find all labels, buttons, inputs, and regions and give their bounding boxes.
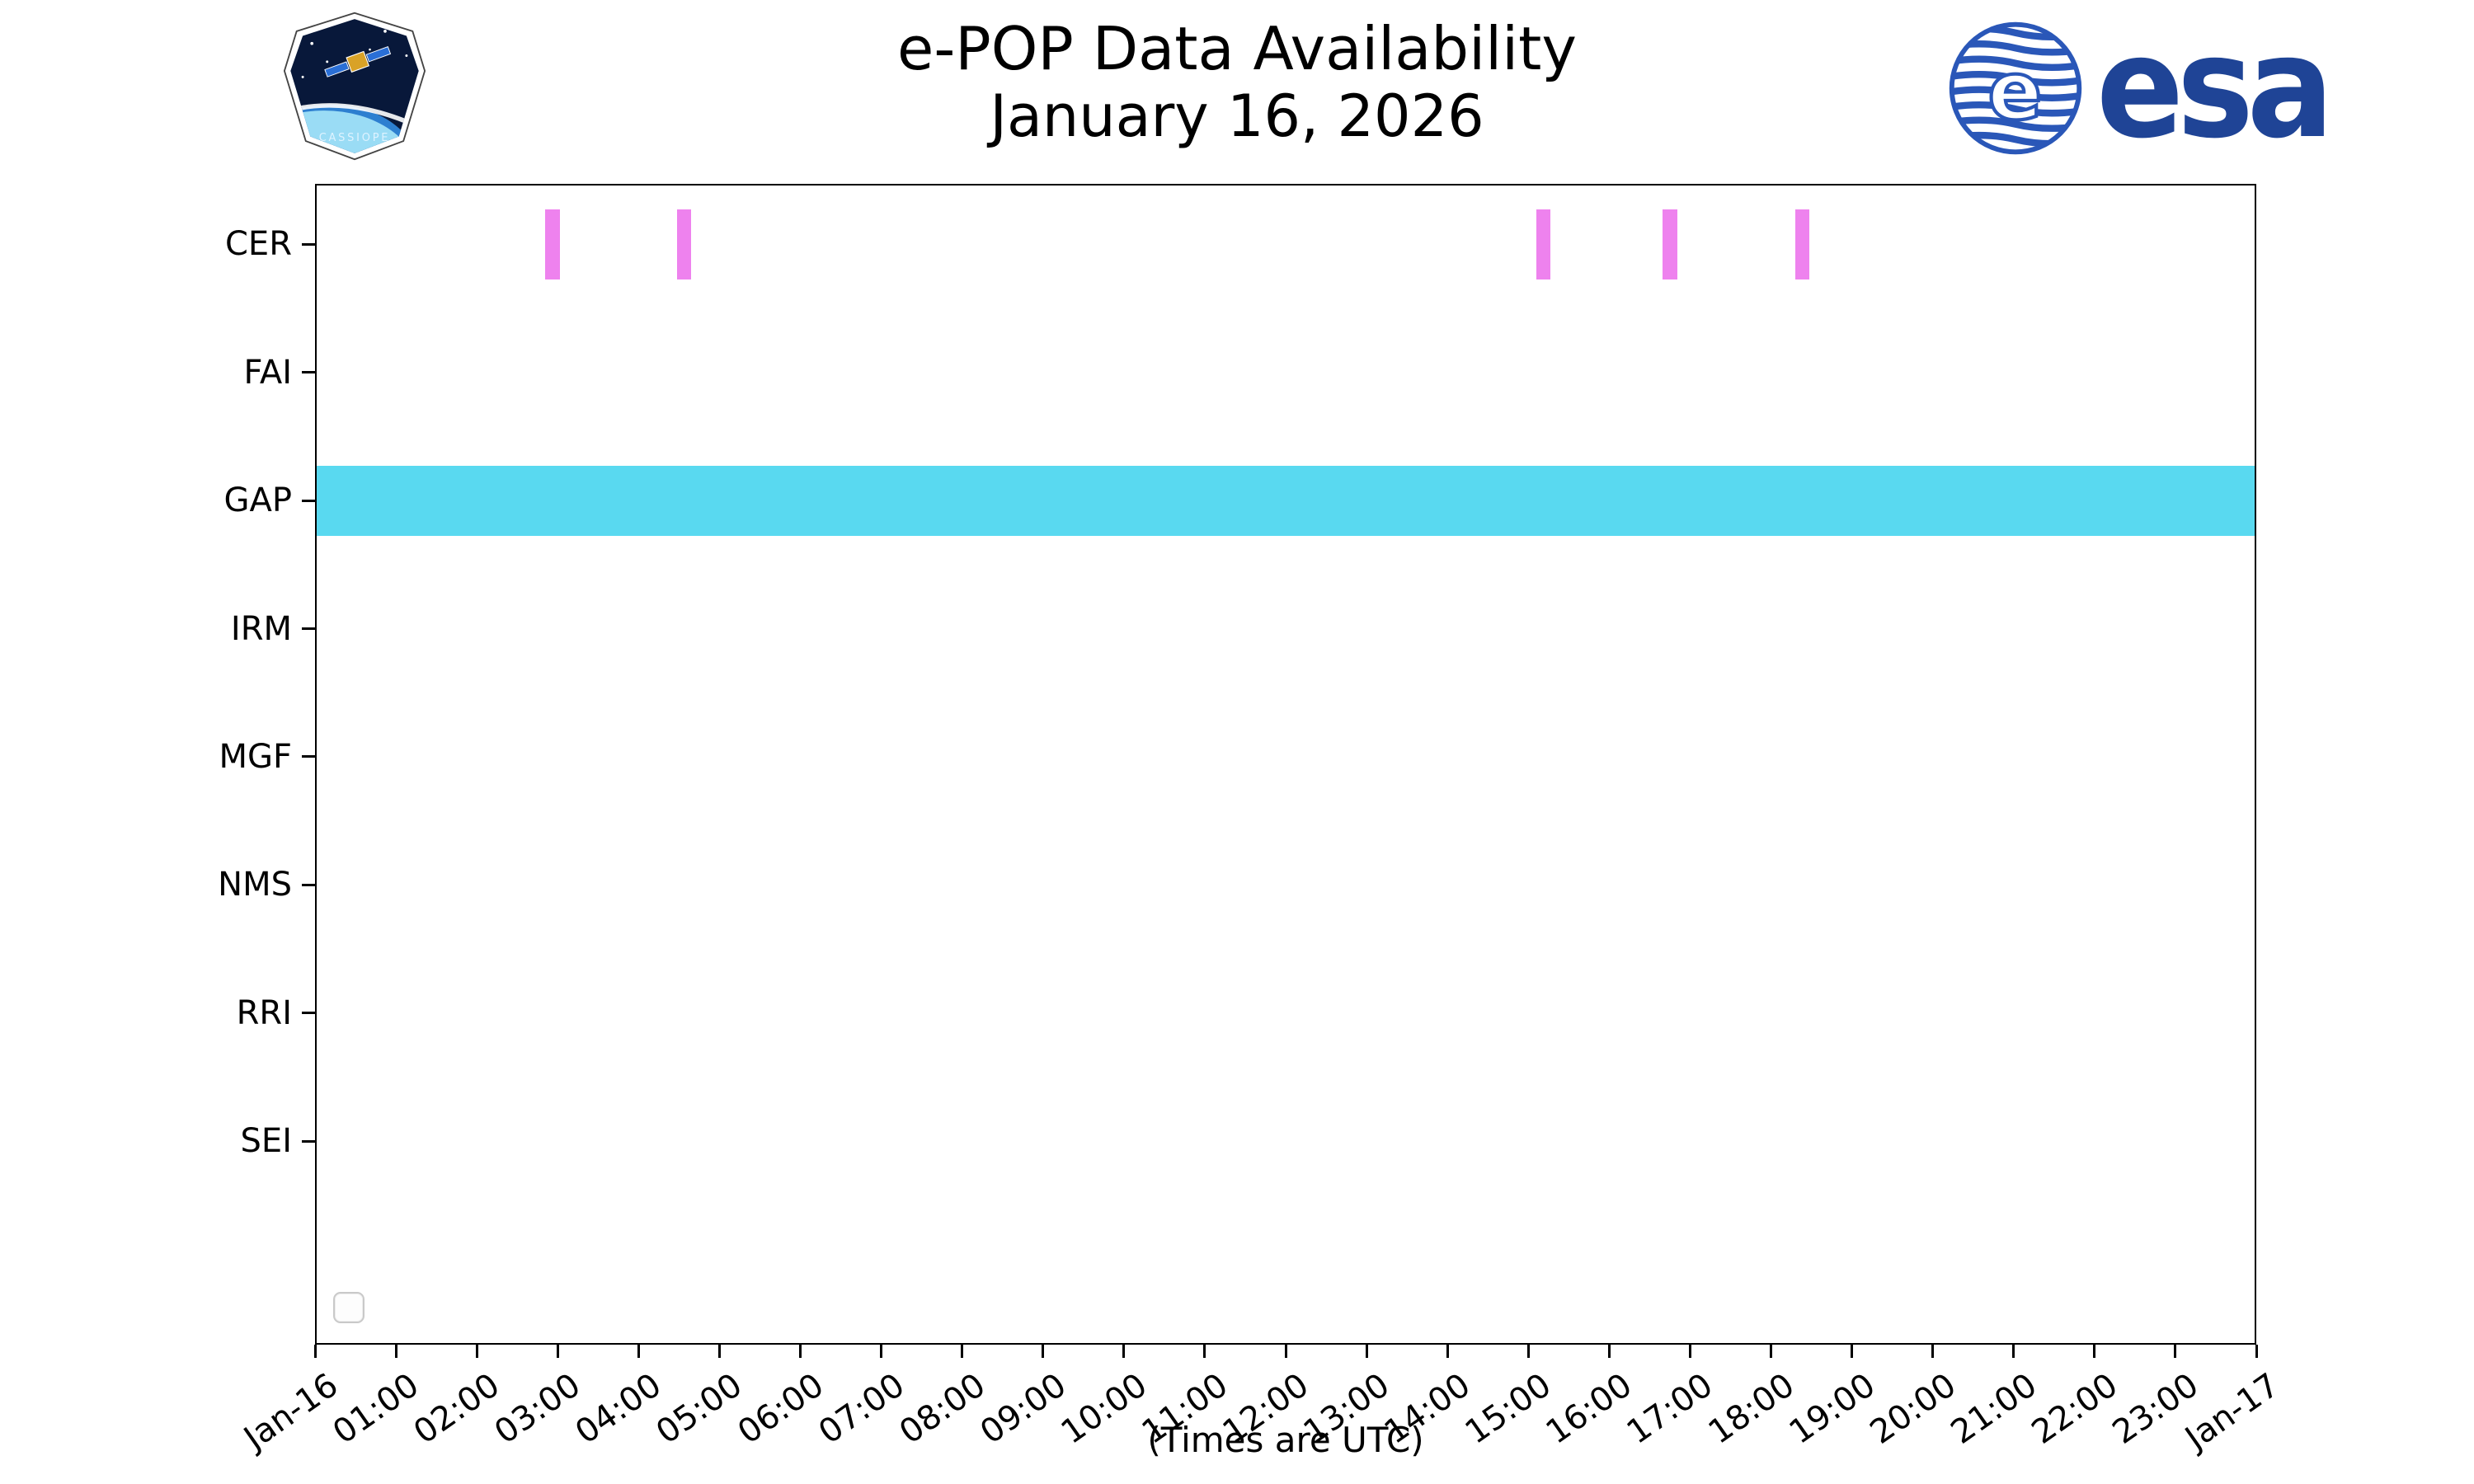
availability-bar-cer <box>545 209 560 279</box>
x-tick-mark <box>799 1345 802 1358</box>
x-tick-mark <box>1770 1345 1772 1358</box>
esa-logo: e esa <box>1946 18 2347 158</box>
legend-box <box>333 1292 365 1323</box>
cassiope-patch-label: CASSIOPE <box>319 132 390 144</box>
y-axis-label-fai: FAI <box>243 353 293 392</box>
x-tick-mark <box>1688 1345 1691 1358</box>
esa-globe-icon: e <box>1949 21 2082 155</box>
x-tick-mark <box>1851 1345 1854 1358</box>
x-tick-mark <box>961 1345 964 1358</box>
x-axis-label: (Times are UTC) <box>1147 1420 1424 1460</box>
availability-bar-cer <box>676 209 692 279</box>
y-axis-label-rri: RRI <box>236 993 292 1032</box>
availability-bar-cer <box>1536 209 1551 279</box>
y-axis-label-irm: IRM <box>230 609 292 648</box>
x-tick-mark <box>394 1345 397 1358</box>
x-tick-mark <box>1526 1345 1530 1358</box>
y-tick-mark <box>302 1139 315 1143</box>
x-tick-mark <box>2093 1345 2096 1358</box>
y-tick-mark <box>302 883 315 886</box>
y-axis-label-cer: CER <box>225 225 292 264</box>
x-tick-mark <box>637 1345 640 1358</box>
x-tick-mark <box>2012 1345 2015 1358</box>
x-tick-mark <box>313 1345 317 1358</box>
x-tick-mark <box>2174 1345 2177 1358</box>
x-tick-mark <box>556 1345 559 1358</box>
y-tick-mark <box>302 242 315 246</box>
x-tick-mark <box>1446 1345 1449 1358</box>
availability-bar-cer <box>1663 209 1677 279</box>
y-tick-mark <box>302 371 315 374</box>
x-tick-mark <box>1365 1345 1368 1358</box>
availability-bar-cer <box>1794 209 1810 279</box>
x-tick-mark <box>1042 1345 1045 1358</box>
page-subtitle: January 16, 2026 <box>990 82 1484 150</box>
svg-text:e: e <box>1987 45 2042 138</box>
esa-wordmark: esa <box>2096 7 2334 170</box>
y-tick-mark <box>302 1012 315 1015</box>
y-tick-mark <box>302 755 315 758</box>
x-tick-mark <box>1203 1345 1206 1358</box>
y-axis-label-sei: SEI <box>240 1122 292 1161</box>
x-tick-mark <box>717 1345 721 1358</box>
x-tick-mark <box>1122 1345 1126 1358</box>
y-tick-mark <box>302 627 315 631</box>
page-title: e-POP Data Availability <box>897 14 1577 83</box>
x-tick-mark <box>1607 1345 1611 1358</box>
availability-bar-gap <box>317 465 2255 536</box>
plot-area <box>315 184 2256 1345</box>
cassiope-mission-patch-icon: CASSIOPE <box>283 12 426 161</box>
x-tick-mark <box>2255 1345 2258 1358</box>
x-tick-mark <box>1284 1345 1287 1358</box>
x-tick-mark <box>475 1345 478 1358</box>
x-tick-mark <box>880 1345 883 1358</box>
y-axis-label-nms: NMS <box>218 866 292 904</box>
y-tick-mark <box>302 499 315 502</box>
y-axis-label-gap: GAP <box>223 481 292 520</box>
y-axis-label-mgf: MGF <box>219 737 292 776</box>
x-tick-mark <box>1931 1345 1935 1358</box>
chart-header: e-POP Data Availability January 16, 2026 <box>0 15 2474 149</box>
